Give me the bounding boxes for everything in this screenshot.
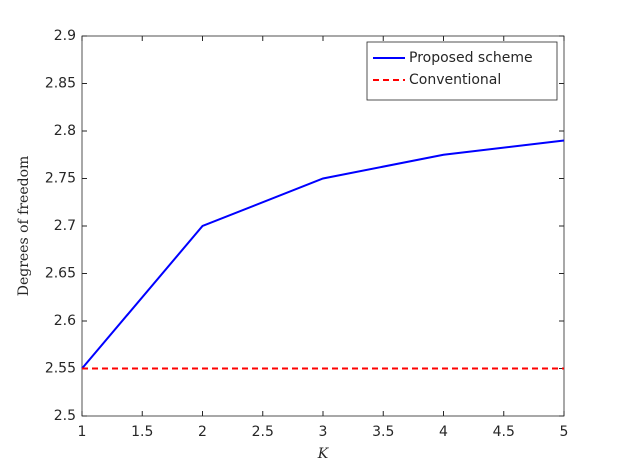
legend-label: Proposed scheme: [409, 50, 533, 66]
x-tick-label: 1.5: [131, 424, 153, 440]
y-tick-label: 2.7: [54, 218, 76, 234]
y-tick-label: 2.9: [54, 28, 76, 44]
x-tick-label: 4.5: [493, 424, 515, 440]
x-tick-label: 4: [439, 424, 448, 440]
y-tick-label: 2.8: [54, 123, 76, 139]
series-line: [81, 139, 565, 370]
y-axis-label: Degrees of freedom: [16, 156, 32, 297]
y-tick-label: 2.6: [54, 313, 76, 329]
x-tick-label: 5: [560, 424, 569, 440]
y-tick-label: 2.5: [54, 408, 76, 424]
x-axis-label: K: [317, 446, 330, 462]
x-tick-label: 3.5: [372, 424, 394, 440]
x-tick-label: 2.5: [252, 424, 274, 440]
y-tick-label: 2.55: [45, 361, 76, 377]
y-tick-label: 2.65: [45, 266, 76, 282]
x-tick-label: 1: [78, 424, 87, 440]
y-tick-label: 2.75: [45, 171, 76, 187]
legend-box: [366, 41, 558, 101]
x-tick-label: 2: [198, 424, 207, 440]
x-tick-label: 3: [319, 424, 328, 440]
legend-label: Conventional: [409, 72, 501, 88]
y-tick-label: 2.85: [45, 76, 76, 92]
